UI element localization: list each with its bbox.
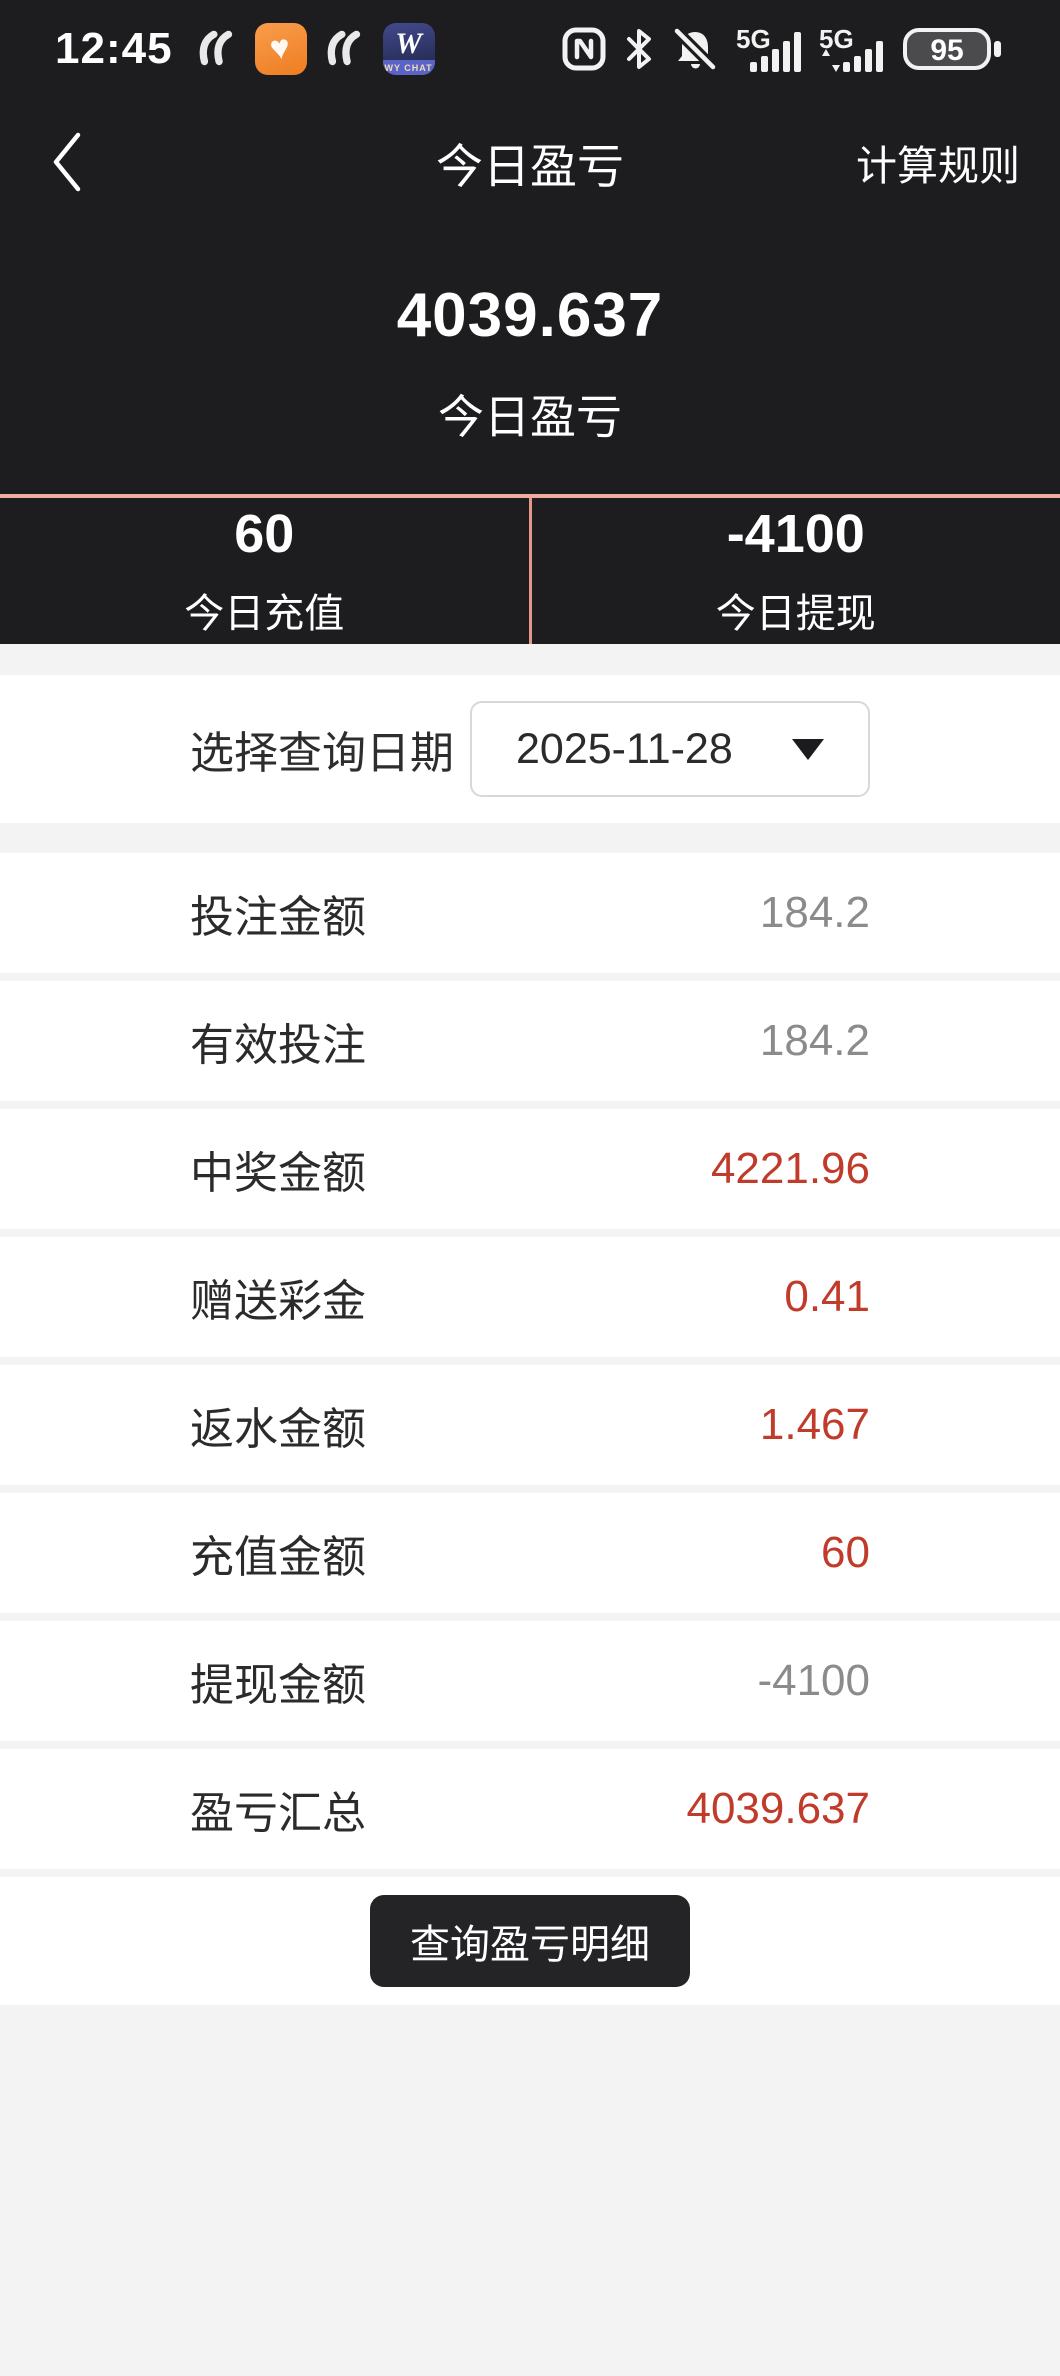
calc-rules-link[interactable]: 计算规则 (856, 132, 1020, 192)
detail-row: 赠送彩金 0.41 (0, 1237, 1060, 1357)
detail-row: 中奖金额 4221.96 (0, 1109, 1060, 1229)
detail-row-value: 4039.637 (686, 1784, 870, 1833)
detail-row-value: 184.2 (759, 1016, 870, 1065)
today-deposit-label: 今日充值 (184, 592, 345, 636)
detail-list: 投注金额 184.2 有效投注 184.2 中奖金额 4221.96 赠送彩金 … (0, 853, 1060, 1877)
detail-row-value: 184.2 (759, 888, 870, 937)
today-withdraw-label: 今日提现 (715, 592, 876, 636)
deposit-withdraw-row: 60 今日充值 -4100 今日提现 (0, 494, 1060, 644)
detail-row-label: 充值金额 (190, 1533, 366, 1582)
swoosh-notification-icon (327, 30, 360, 66)
swoosh-notification-icon (199, 30, 232, 66)
detail-row-label: 盈亏汇总 (190, 1789, 366, 1838)
today-deposit-cell: 60 今日充值 (0, 498, 529, 644)
today-profit-amount: 4039.637 (396, 280, 664, 350)
dark-header-section: 12:45 ♥ W WY CHAT (0, 0, 1060, 644)
button-row: 查询盈亏明细 (0, 1877, 1060, 2005)
detail-row: 盈亏汇总 4039.637 (0, 1749, 1060, 1869)
status-bar-left: 12:45 ♥ W WY CHAT (55, 23, 435, 75)
svg-text:5G: 5G (736, 24, 771, 54)
heart-app-icon: ♥ (254, 23, 307, 75)
page-title: 今日盈亏 (436, 139, 624, 193)
today-deposit-value: 60 (234, 504, 295, 564)
today-withdraw-cell: -4100 今日提现 (532, 498, 1060, 644)
nav-bar: 今日盈亏 计算规则 (0, 92, 1060, 232)
mute-bell-icon (671, 25, 719, 73)
wychat-label: WY CHAT (382, 60, 435, 75)
back-button[interactable] (42, 123, 92, 201)
detail-row: 充值金额 60 (0, 1493, 1060, 1613)
chevron-left-icon (53, 132, 81, 192)
detail-row-label: 有效投注 (190, 1021, 366, 1070)
bottom-filler (0, 2005, 1060, 2376)
detail-row-value: 0.41 (784, 1272, 870, 1321)
svg-text:95: 95 (930, 34, 963, 67)
wychat-app-icon: W WY CHAT (382, 23, 435, 75)
hero-summary: 4039.637 今日盈亏 (0, 232, 1060, 494)
date-picker-row: 选择查询日期 2025-11-28 (0, 675, 1060, 823)
bluetooth-icon (627, 29, 651, 69)
section-gap (0, 823, 1060, 853)
heart-glyph: ♥ (267, 27, 294, 69)
caret-down-icon (792, 738, 824, 760)
battery-icon: 95 (903, 28, 1001, 70)
detail-row-label: 赠送彩金 (190, 1277, 366, 1326)
status-bar: 12:45 ♥ W WY CHAT (0, 0, 1060, 92)
query-profit-detail-button[interactable]: 查询盈亏明细 (370, 1895, 690, 1987)
clock: 12:45 (55, 24, 173, 73)
detail-row-label: 投注金额 (190, 893, 366, 942)
signal-5g-icon: 5G (736, 24, 801, 72)
section-gap (0, 644, 1060, 675)
detail-row-label: 返水金额 (190, 1405, 366, 1454)
detail-row-value: -4100 (757, 1656, 870, 1705)
wychat-logo: W (395, 27, 422, 60)
signal-5g-icon: 5G (819, 24, 883, 72)
svg-text:5G: 5G (819, 24, 854, 54)
detail-row-label: 中奖金额 (190, 1149, 366, 1198)
vertical-divider (528, 498, 532, 644)
today-withdraw-value: -4100 (726, 504, 865, 564)
status-bar-right: 5G 5G 95 (561, 24, 1002, 74)
detail-row-value: 1.467 (759, 1400, 870, 1449)
date-picker-label: 选择查询日期 (190, 729, 454, 778)
date-select-dropdown[interactable]: 2025-11-28 (470, 701, 870, 797)
detail-row-value: 60 (821, 1528, 870, 1577)
detail-row-label: 提现金额 (190, 1661, 366, 1710)
today-profit-label: 今日盈亏 (438, 390, 622, 443)
detail-row: 有效投注 184.2 (0, 981, 1060, 1101)
detail-row: 返水金额 1.467 (0, 1365, 1060, 1485)
detail-row: 提现金额 -4100 (0, 1621, 1060, 1741)
nfc-icon (562, 27, 606, 71)
detail-row-value: 4221.96 (710, 1144, 870, 1193)
selected-date: 2025-11-28 (516, 724, 733, 773)
detail-row: 投注金额 184.2 (0, 853, 1060, 973)
